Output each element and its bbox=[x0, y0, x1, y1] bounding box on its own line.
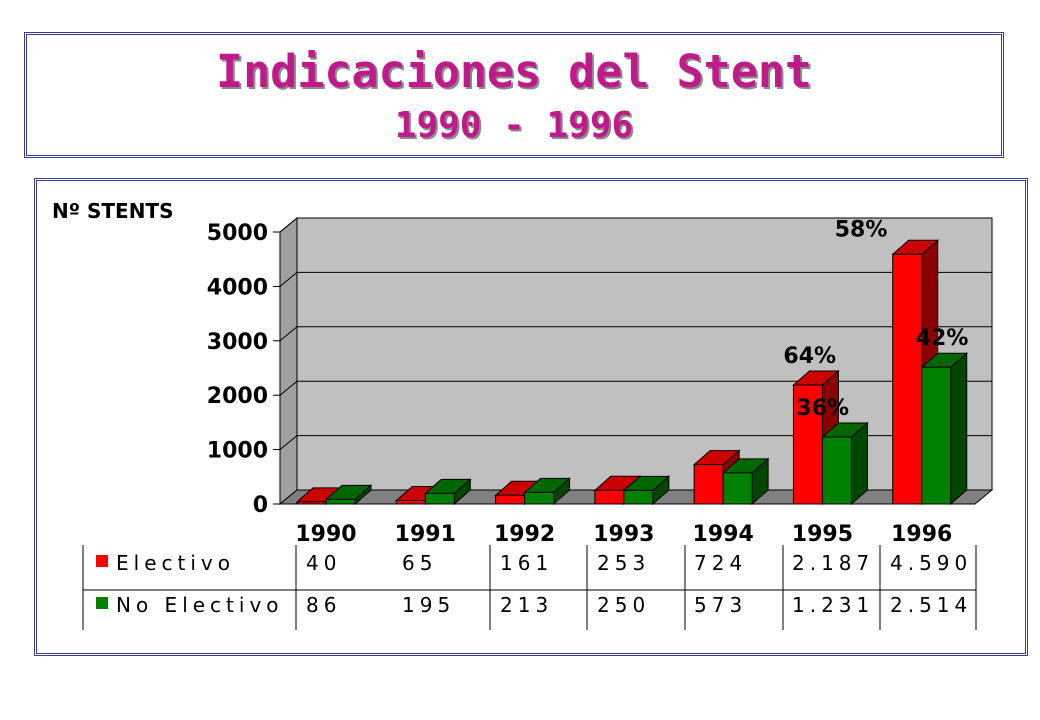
bar-no-electivo-1990 bbox=[324, 484, 373, 506]
bar-no-electivo-1992 bbox=[523, 477, 571, 506]
page-subtitle: 1990 - 1996 bbox=[394, 105, 634, 146]
table-cell: 1.231 bbox=[792, 593, 874, 617]
gridline bbox=[279, 217, 992, 233]
table-cell: 253 bbox=[597, 551, 650, 575]
bar-front bbox=[395, 499, 426, 505]
table-cell: 65 bbox=[402, 551, 437, 575]
y-tick-label: 1000 bbox=[207, 439, 268, 464]
table-cell: 2.514 bbox=[890, 593, 972, 617]
legend-swatch bbox=[96, 597, 108, 609]
y-tick-label: 4000 bbox=[207, 275, 268, 300]
bar-no-electivo-1994 bbox=[721, 457, 770, 506]
x-tick-label: 1996 bbox=[891, 522, 952, 547]
bar-front bbox=[921, 366, 952, 505]
table-row-label: No Electivo bbox=[116, 593, 284, 617]
y-axis-label: Nº STENTS bbox=[52, 199, 173, 223]
page-title: Indicaciones del Stent bbox=[215, 45, 813, 98]
table-cell: 161 bbox=[500, 551, 553, 575]
bar-no-electivo-1995 bbox=[821, 421, 869, 506]
bar-side bbox=[950, 352, 968, 506]
gridline bbox=[279, 380, 992, 396]
table-cell: 724 bbox=[694, 551, 747, 575]
y-tick-label: 2000 bbox=[207, 384, 268, 409]
x-tick-label: 1992 bbox=[494, 522, 555, 547]
bar-front bbox=[296, 501, 327, 505]
bar-front bbox=[722, 472, 753, 505]
bar-front bbox=[325, 498, 356, 505]
x-tick-label: 1990 bbox=[295, 522, 356, 547]
bar-front bbox=[792, 384, 823, 505]
y-tick-label: 0 bbox=[253, 493, 268, 518]
bar-front bbox=[892, 253, 923, 505]
y-tick-label: 3000 bbox=[207, 330, 268, 355]
x-tick-label: 1994 bbox=[693, 522, 754, 547]
table-cell: 213 bbox=[500, 593, 553, 617]
gridline bbox=[279, 435, 992, 450]
x-tick-label: 1995 bbox=[792, 522, 853, 547]
bar-no-electivo-1993 bbox=[622, 475, 671, 506]
bar-front bbox=[424, 492, 455, 505]
title-box: Indicaciones del Stent 1990 - 1996 bbox=[24, 32, 1004, 158]
bar-no-electivo-1991 bbox=[423, 478, 472, 506]
gridline bbox=[279, 271, 992, 287]
bar-front bbox=[623, 489, 654, 505]
gridline bbox=[279, 326, 992, 342]
table-cell: 86 bbox=[306, 593, 341, 617]
x-tick-label: 1991 bbox=[395, 522, 456, 547]
percent-annotation: 58% bbox=[835, 217, 888, 242]
bar-front bbox=[495, 494, 526, 505]
bar-front bbox=[821, 436, 852, 505]
table-cell: 573 bbox=[694, 593, 747, 617]
plot-side-wall bbox=[279, 216, 298, 506]
table-row-label: Electivo bbox=[116, 551, 235, 575]
plot-back-wall bbox=[296, 217, 993, 491]
bar-no-electivo-1996 bbox=[920, 352, 969, 506]
percent-annotation: 36% bbox=[796, 396, 849, 421]
bar-front bbox=[524, 491, 555, 505]
table-cell: 4.590 bbox=[890, 551, 972, 575]
table-cell: 195 bbox=[402, 593, 455, 617]
table-cell: 2.187 bbox=[792, 551, 874, 575]
table-cell: 40 bbox=[306, 551, 341, 575]
bar-front bbox=[693, 464, 724, 505]
bar-front bbox=[594, 489, 625, 505]
table-cell: 250 bbox=[597, 593, 650, 617]
percent-annotation: 42% bbox=[916, 326, 969, 351]
y-tick-label: 5000 bbox=[207, 221, 268, 246]
legend-swatch bbox=[96, 555, 108, 567]
chart-panel bbox=[34, 178, 1028, 656]
percent-annotation: 64% bbox=[783, 344, 836, 369]
x-tick-label: 1993 bbox=[593, 522, 654, 547]
